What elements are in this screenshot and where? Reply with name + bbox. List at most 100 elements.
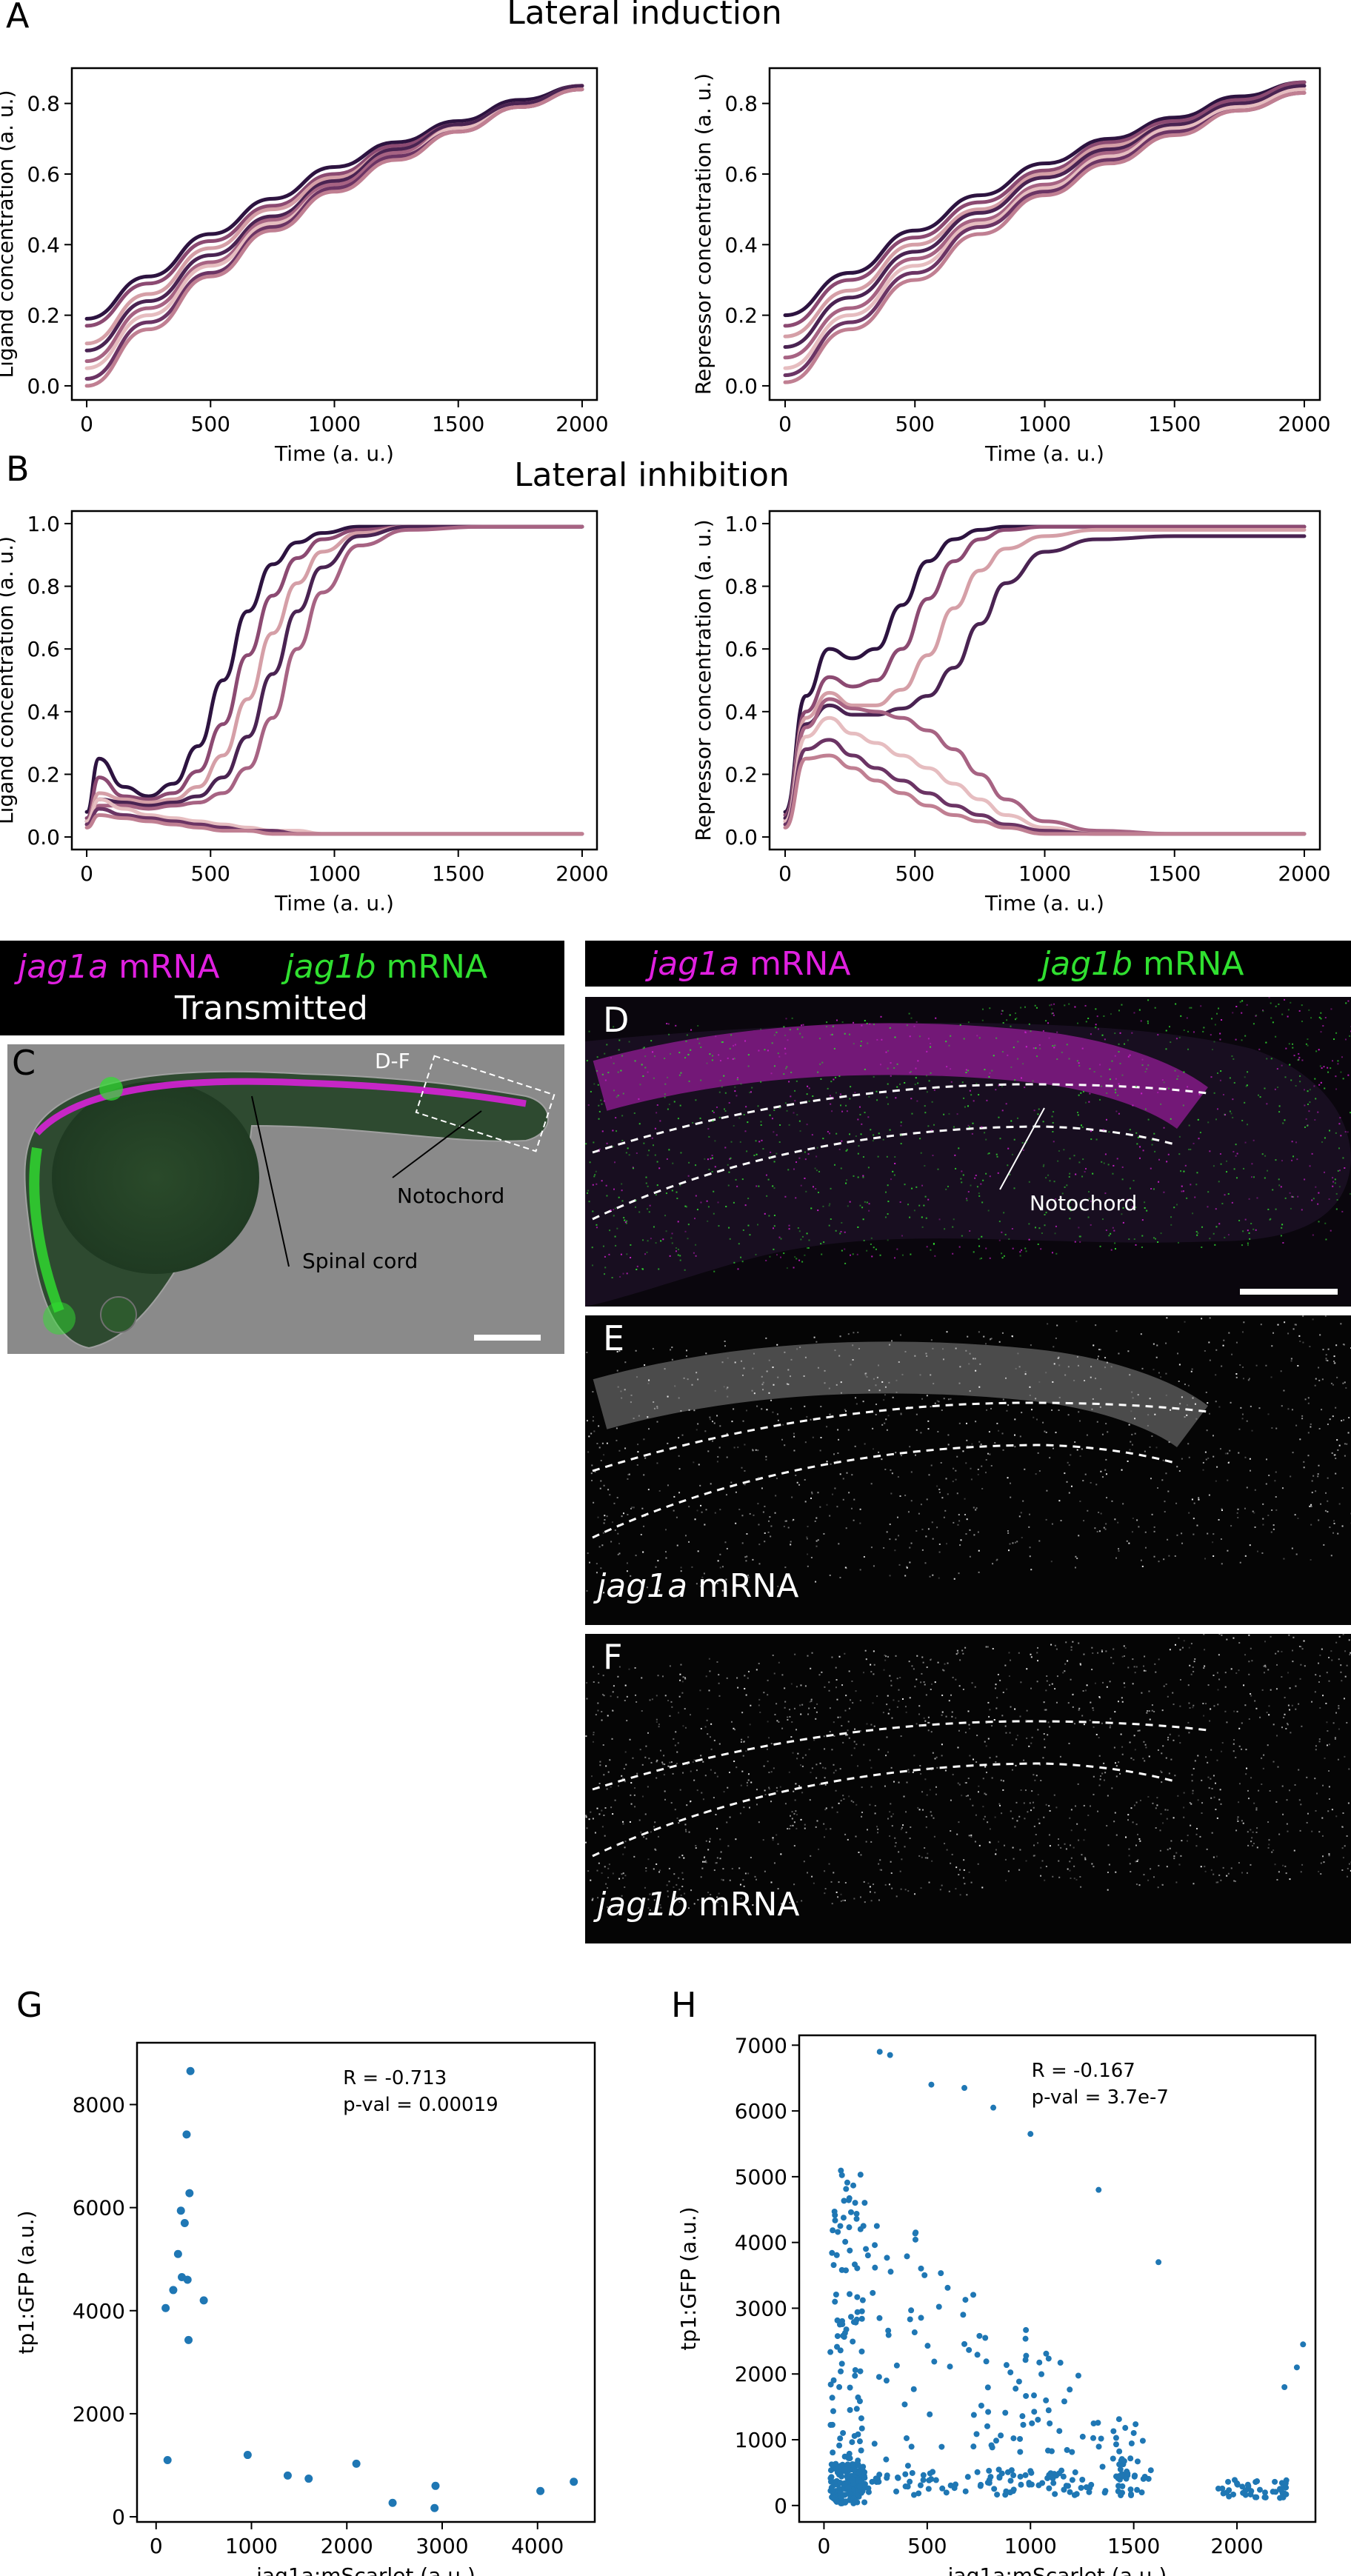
scatter-point xyxy=(907,2478,913,2485)
scatter-point xyxy=(911,2329,918,2336)
x-tick-label: 500 xyxy=(191,412,230,436)
plot-frame xyxy=(798,2034,1317,2523)
scatter-point xyxy=(1245,2483,1252,2489)
scatter-point xyxy=(1047,2420,1053,2427)
x-tick-label: 0 xyxy=(818,2534,831,2558)
scatter-point xyxy=(1134,2458,1141,2465)
series-line-3 xyxy=(84,84,584,353)
y-axis-label: Repressor concentration (a. u.) xyxy=(691,73,715,395)
section-title-b: Lateral inhibition xyxy=(514,456,790,494)
scatter-point xyxy=(986,2467,993,2474)
scatter-point xyxy=(1283,2491,1290,2497)
scatter-point xyxy=(1132,2421,1139,2428)
scatter-point xyxy=(1002,2409,1009,2416)
scatter-point xyxy=(182,2130,191,2139)
scatter-point xyxy=(186,2066,195,2075)
series-line-7 xyxy=(84,87,584,388)
scatter-point xyxy=(863,2246,870,2252)
scatter-point xyxy=(1017,2473,1024,2480)
series-line-3 xyxy=(84,524,584,824)
scatter-point xyxy=(1023,2392,1030,2399)
panel-letter-h: H xyxy=(671,1985,697,2025)
scatter-point xyxy=(887,2052,893,2058)
scatter-point xyxy=(1075,2372,1081,2379)
scatter-point xyxy=(1252,2494,1258,2500)
scatter-point xyxy=(873,2475,879,2482)
scatter-point xyxy=(1019,2413,1026,2420)
scatter-point xyxy=(864,2252,871,2259)
scatter-point xyxy=(1257,2486,1264,2493)
scatter-point xyxy=(1022,2335,1029,2342)
section-title-a: Lateral induction xyxy=(507,0,782,32)
y-tick-label: 0.6 xyxy=(27,162,60,187)
scatter-point xyxy=(893,2362,900,2369)
scatter-point xyxy=(1060,2473,1067,2480)
x-axis-label: jag1a:mScarlet (a.u.) xyxy=(256,2563,476,2576)
scatter-point xyxy=(845,2484,852,2491)
panel-letter-g: G xyxy=(16,1985,43,2025)
header-jag1b-gene: jag1b xyxy=(284,948,376,986)
scatter-point xyxy=(858,2447,864,2454)
y-tick-label: 5000 xyxy=(735,2165,787,2189)
scatter-point xyxy=(430,2503,439,2512)
scatter-point xyxy=(388,2498,397,2507)
scatter-point xyxy=(917,2482,924,2489)
scatter-point xyxy=(844,2179,850,2186)
scatter-point xyxy=(885,2327,892,2334)
panel-d-tail-image: D Notochord xyxy=(585,997,1351,1307)
scatter-point xyxy=(536,2486,545,2495)
series-line-3 xyxy=(783,534,1307,821)
x-tick-label: 2000 xyxy=(556,412,608,436)
green-signal-head xyxy=(29,1147,64,1313)
x-axis-label: Time (a. u.) xyxy=(984,441,1104,466)
scatter-point xyxy=(183,2275,192,2284)
scatter-point xyxy=(994,2492,1001,2498)
scatter-point xyxy=(852,2468,858,2475)
scatter-point xyxy=(1117,2466,1124,2473)
scatter-point xyxy=(827,2349,834,2355)
scatter-point xyxy=(854,2309,861,2315)
scatter-point xyxy=(870,2289,876,2296)
scatter-point xyxy=(853,2210,860,2217)
scatter-point xyxy=(909,2469,915,2476)
scatter-point xyxy=(861,2200,868,2206)
panel-f-jag1b-image: F jag1b mRNA xyxy=(585,1634,1351,1943)
y-tick-label: 4000 xyxy=(735,2231,787,2255)
y-tick-label: 6000 xyxy=(73,2196,125,2220)
scatter-point xyxy=(849,2439,855,2446)
scatter-point xyxy=(926,2477,933,2483)
scatter-point xyxy=(1073,2491,1080,2497)
scatter-point xyxy=(908,2443,915,2450)
scatter-point xyxy=(1121,2457,1127,2464)
scatter-point xyxy=(924,2343,931,2349)
scatter-point xyxy=(989,2444,995,2451)
x-tick-label: 1000 xyxy=(1004,2534,1057,2558)
scatter-point xyxy=(845,2455,852,2461)
scatter-point xyxy=(840,2429,847,2436)
scatter-point xyxy=(903,2435,910,2441)
yolk-sac xyxy=(52,1081,259,1274)
scatter-point xyxy=(199,2296,208,2305)
annotation-p: p-val = 0.00019 xyxy=(343,2094,498,2116)
series-line-0 xyxy=(84,84,584,321)
scatter-point xyxy=(1079,2477,1086,2483)
scatter-point xyxy=(830,2408,837,2415)
scatter-point xyxy=(1095,2443,1102,2450)
y-tick-label: 0.8 xyxy=(27,92,60,116)
scatter-point xyxy=(962,2488,969,2495)
scatter-point xyxy=(243,2451,252,2460)
scatter-point xyxy=(1281,2383,1288,2390)
scatter-point xyxy=(856,2469,863,2475)
scatter-point xyxy=(1015,2378,1022,2385)
scatter-point xyxy=(185,2189,194,2198)
scatter-point xyxy=(847,2291,853,2298)
scatter-point xyxy=(1113,2435,1119,2441)
spinal-cord-magenta xyxy=(34,1078,527,1136)
scatter-point xyxy=(835,2229,841,2235)
scatter-point xyxy=(1046,2485,1053,2492)
scatter-point xyxy=(1225,2478,1232,2485)
scatter-point xyxy=(883,2456,890,2463)
y-tick-label: 2000 xyxy=(735,2362,787,2386)
